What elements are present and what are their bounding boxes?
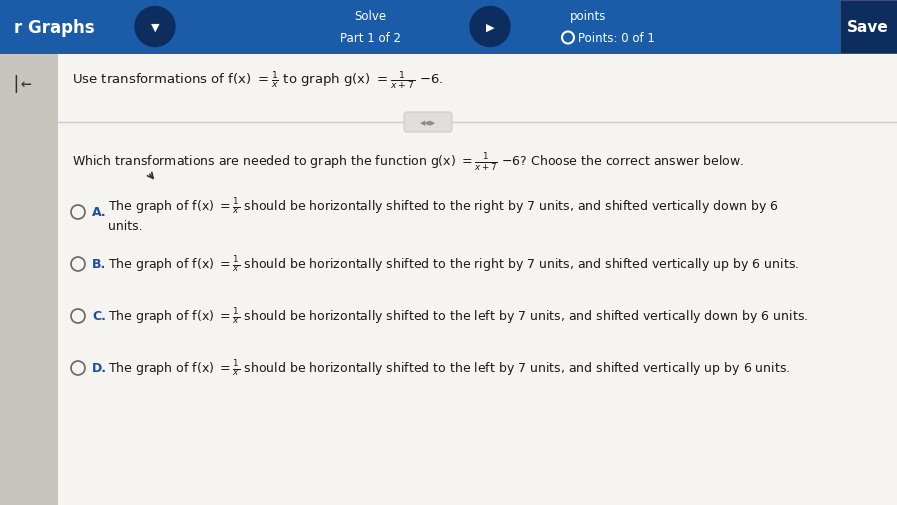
FancyBboxPatch shape [0,55,58,505]
Text: D.: D. [92,362,107,375]
Text: points: points [570,10,606,23]
Text: r Graphs: r Graphs [14,19,94,36]
FancyBboxPatch shape [0,0,897,55]
Text: Save: Save [847,20,889,35]
Text: The graph of f(x) $= \frac{1}{x}$ should be horizontally shifted to the left by : The graph of f(x) $= \frac{1}{x}$ should… [108,306,808,327]
Text: Which transformations are needed to graph the function g(x) $= \frac{1}{x+7}$ $-: Which transformations are needed to grap… [72,150,744,173]
Text: Points: 0 of 1: Points: 0 of 1 [578,32,655,45]
FancyBboxPatch shape [58,55,897,505]
Text: The graph of f(x) $= \frac{1}{x}$ should be horizontally shifted to the left by : The graph of f(x) $= \frac{1}{x}$ should… [108,358,790,379]
Circle shape [135,8,175,47]
Text: ▼: ▼ [151,22,160,32]
FancyBboxPatch shape [404,113,452,133]
Text: Use transformations of f(x) $= \frac{1}{x}$ to graph g(x) $= \frac{1}{x+7}$ $- 6: Use transformations of f(x) $= \frac{1}{… [72,70,443,92]
Text: units.: units. [108,220,143,233]
Text: C.: C. [92,310,106,323]
Text: |←: |← [10,75,31,93]
Text: Part 1 of 2: Part 1 of 2 [339,32,400,45]
Text: B.: B. [92,258,106,271]
Text: A.: A. [92,206,107,219]
Circle shape [470,8,510,47]
Text: Solve: Solve [354,10,386,23]
Text: ◀◀▶: ◀◀▶ [420,120,436,126]
Text: The graph of f(x) $= \frac{1}{x}$ should be horizontally shifted to the right by: The graph of f(x) $= \frac{1}{x}$ should… [108,254,799,275]
Text: The graph of f(x) $= \frac{1}{x}$ should be horizontally shifted to the right by: The graph of f(x) $= \frac{1}{x}$ should… [108,196,779,217]
Text: ▶: ▶ [486,22,494,32]
FancyBboxPatch shape [840,1,897,54]
